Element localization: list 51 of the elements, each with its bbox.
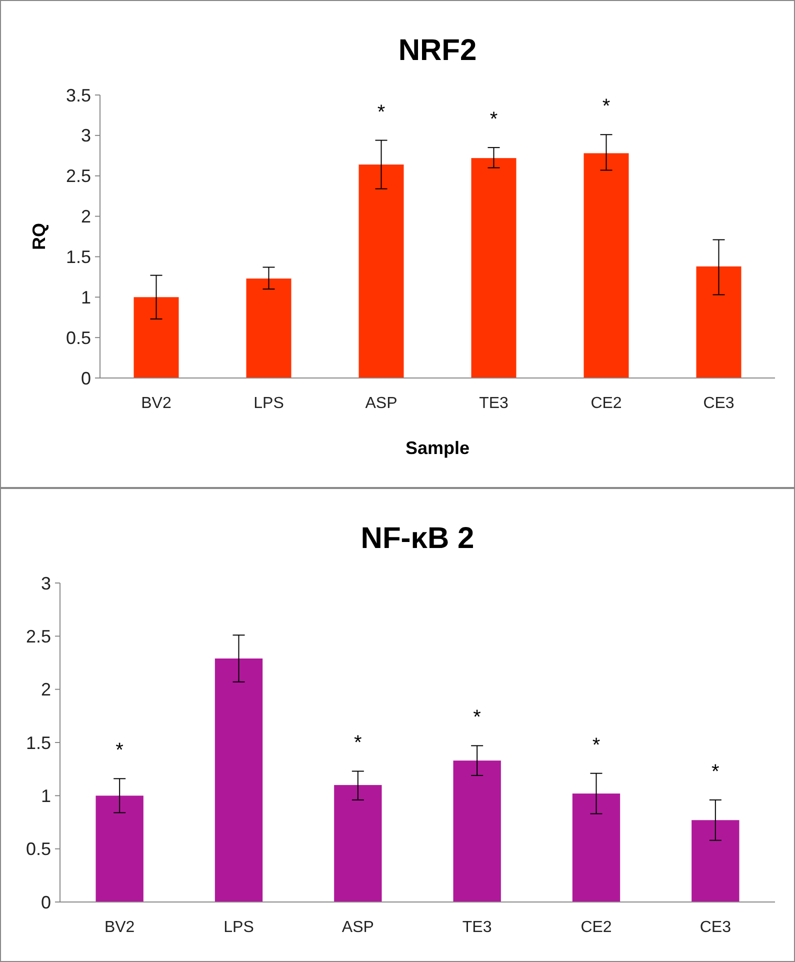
x-tick-label: BV2: [141, 395, 172, 412]
bar: [214, 658, 263, 902]
annotation: *: [473, 706, 482, 729]
y-tick-label: 3: [80, 126, 91, 146]
y-tick-label: 2: [80, 206, 91, 227]
y-tick-label: 2.5: [26, 626, 51, 646]
annotation: *: [116, 740, 124, 762]
annotation: *: [602, 96, 610, 118]
chart-title: NRF2: [398, 34, 477, 67]
x-tick-label: LPS: [224, 919, 254, 936]
bar: [696, 266, 742, 378]
x-tick-label: LPS: [254, 395, 284, 412]
x-axis-title: Sample: [405, 438, 470, 458]
annotation: *: [377, 101, 386, 124]
x-tick-label: TE3: [462, 919, 492, 936]
y-tick-label: 1.5: [66, 247, 91, 268]
annotation: *: [354, 732, 362, 754]
chart-title: NF-κB 2: [360, 522, 474, 555]
x-tick-label: CE2: [580, 919, 612, 936]
y-tick-label: 0.5: [26, 839, 51, 860]
x-tick-label: CE3: [700, 919, 732, 936]
y-tick-label: 0.5: [66, 328, 91, 348]
y-tick-label: 1: [80, 287, 91, 308]
x-tick-label: ASP: [342, 919, 374, 936]
bar: [96, 796, 144, 902]
y-tick-label: 1.5: [26, 732, 51, 753]
bar: [358, 164, 404, 378]
y-tick-label: 2: [40, 680, 51, 700]
bar: [584, 153, 629, 378]
x-tick-label: CE2: [590, 395, 622, 412]
annotation: *: [712, 760, 720, 783]
bar: [471, 158, 516, 378]
bar: [134, 297, 179, 378]
y-tick-label: 1: [40, 786, 51, 806]
bar: [246, 278, 292, 378]
y-tick-label: 0: [40, 892, 51, 912]
y-tick-label: 0: [80, 368, 91, 388]
x-tick-label: TE3: [479, 395, 509, 412]
x-tick-label: CE3: [703, 395, 734, 412]
bar: [692, 820, 740, 902]
annotation: *: [490, 108, 498, 131]
bar: [572, 794, 620, 902]
y-tick-label: 3: [40, 573, 51, 594]
annotation: *: [592, 734, 600, 756]
y-tick-label: 3.5: [66, 85, 91, 106]
x-tick-label: BV2: [104, 919, 135, 936]
bar: [453, 760, 501, 902]
y-tick-label: 2.5: [66, 166, 91, 186]
bar: [334, 785, 382, 902]
x-tick-label: ASP: [365, 395, 398, 412]
y-axis-title: RQ: [29, 223, 49, 250]
